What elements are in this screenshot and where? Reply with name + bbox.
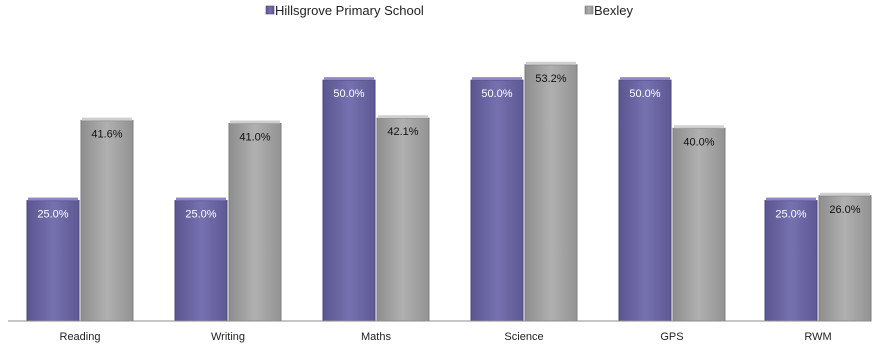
bar-cap-bexley-science [526,61,576,65]
data-label-school-reading: 25.0% [37,209,68,221]
bar-bexley-science [524,64,578,322]
bar-cap-bexley-gps [674,125,724,129]
bar-cap-school-rwm [766,197,816,201]
bar-school-maths [322,79,376,322]
bar-cap-school-reading [28,197,78,201]
x-tick-writing: Writing [211,331,245,343]
data-label-bexley-rwm: 26.0% [829,204,860,216]
x-tick-science: Science [504,331,543,343]
bar-cap-bexley-maths [378,115,428,119]
legend-label-bexley: Bexley [594,3,634,18]
bar-cap-bexley-rwm [820,192,870,196]
data-label-bexley-writing: 41.0% [239,132,270,144]
bars [26,61,872,322]
data-label-school-gps: 50.0% [629,88,660,100]
x-tick-rwm: RWM [804,331,831,343]
data-label-school-science: 50.0% [481,88,512,100]
legend-swatch-bexley [584,5,594,15]
x-tick-gps: GPS [660,331,683,343]
data-label-bexley-science: 53.2% [535,73,566,85]
bar-bexley-writing [228,123,282,322]
data-label-bexley-maths: 42.1% [387,126,418,138]
x-tick-reading: Reading [60,331,101,343]
bar-school-gps [618,79,672,322]
legend: Hillsgrove Primary School Bexley [265,3,634,18]
bar-bexley-reading [80,120,134,322]
data-label-bexley-reading: 41.6% [91,129,122,141]
bar-cap-school-gps [620,77,670,81]
data-label-school-maths: 50.0% [333,88,364,100]
legend-swatch-school [265,5,275,15]
data-labels: 25.0% 41.6% 25.0% 41.0% 50.0% 42.1% 50.0% 53.2%… [37,73,860,221]
x-tick-maths: Maths [361,331,391,343]
bar-school-writing [174,200,228,322]
bar-bexley-maths [376,117,430,322]
bar-cap-school-writing [176,197,226,201]
bar-cap-school-science [472,77,522,81]
bar-school-science [470,79,524,322]
legend-label-school: Hillsgrove Primary School [275,3,424,18]
bar-cap-bexley-reading [82,117,132,121]
bar-cap-school-maths [324,77,374,81]
data-label-school-rwm: 25.0% [775,209,806,221]
data-label-bexley-gps: 40.0% [683,136,714,148]
x-axis-ticks: Reading Writing Maths Science GPS RWM [60,331,832,343]
bar-cap-bexley-writing [230,120,280,124]
bar-bexley-rwm [818,195,872,322]
bar-bexley-gps [672,127,726,322]
data-label-school-writing: 25.0% [185,209,216,221]
bar-school-reading [26,200,80,322]
